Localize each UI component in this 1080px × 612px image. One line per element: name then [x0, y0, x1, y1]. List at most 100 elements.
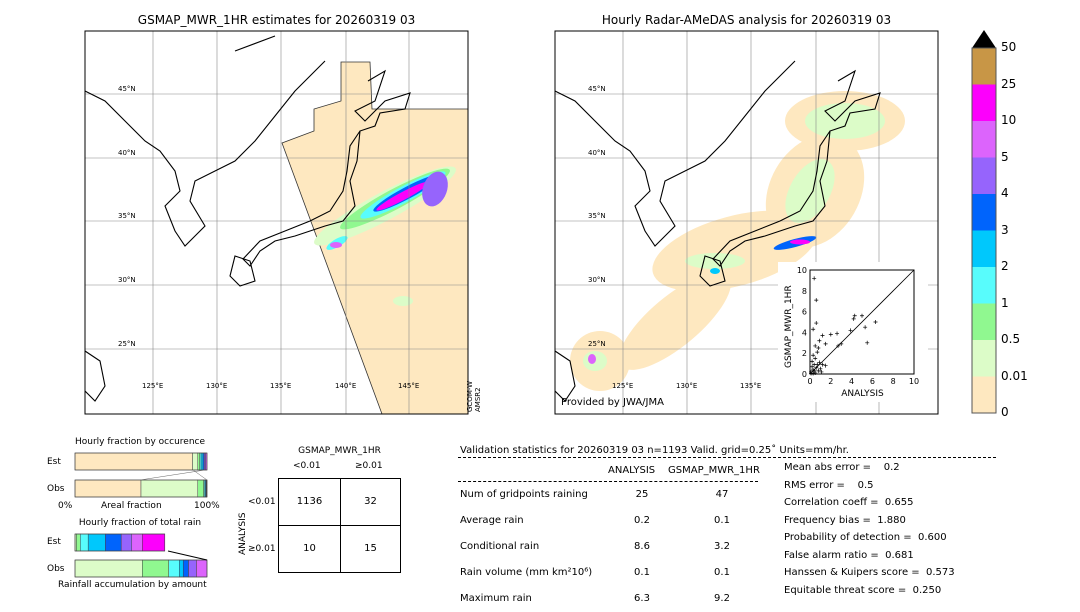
stat-gsmap-value: 9.2 — [714, 593, 730, 604]
stat-label: Rain volume (mm km²10⁶) — [460, 567, 593, 578]
lat-label: 35°N — [588, 212, 606, 220]
scatter-point — [852, 313, 857, 318]
scatter-ylabel: GSMAP_MWR_1HR — [784, 285, 794, 368]
scatter-point — [813, 370, 818, 375]
scatter-point — [816, 368, 821, 373]
bar-segment — [182, 559, 189, 578]
stat-gsmap-value: 47 — [715, 489, 729, 500]
lat-label: 35°N — [118, 212, 136, 220]
colorbar-extend-arrow — [972, 30, 996, 48]
connector-line — [167, 550, 208, 561]
scatter-point — [812, 368, 817, 373]
scatter-point — [817, 360, 822, 365]
bar-segment — [120, 533, 133, 552]
est-label: Est — [47, 457, 61, 467]
y-tick-label: 10 — [797, 266, 807, 275]
cell-false-alarms: 32 — [364, 496, 377, 507]
bar-segment — [188, 559, 197, 578]
bar-segment — [142, 559, 169, 578]
scatter-point — [812, 276, 817, 281]
scatter-point — [860, 313, 864, 318]
scatter-point — [839, 341, 844, 346]
scatter-point — [818, 366, 823, 371]
colorbar-segment — [972, 48, 996, 85]
bar-segment — [74, 479, 142, 498]
scatter-point — [816, 346, 821, 350]
colorbar-segment — [972, 84, 996, 121]
colorbar-tick-label: 4 — [1001, 186, 1009, 200]
y-tick-label: 4 — [802, 328, 807, 337]
scatter-point — [815, 350, 820, 355]
scatter-point — [865, 340, 870, 345]
scatter-point — [873, 320, 878, 324]
x-tick-label: 2 — [828, 377, 833, 386]
scatter-point — [820, 333, 825, 338]
scatter-point — [811, 371, 816, 376]
row-label: <0.01 — [248, 497, 276, 507]
x-tick-label: 10 — [909, 377, 919, 386]
scatter-point — [848, 328, 853, 333]
x-tick-label: 6 — [870, 377, 875, 386]
score-line: RMS error = 0.5 — [784, 479, 874, 491]
colorbar — [971, 30, 997, 414]
obs-label: Obs — [47, 564, 65, 574]
y-tick-label: 8 — [802, 287, 807, 296]
lon-label: 135°E — [740, 382, 762, 390]
cell-misses: 10 — [303, 543, 316, 554]
colorbar-tick-label: 25 — [1001, 76, 1017, 91]
lat-label: 30°N — [118, 276, 136, 284]
lat-label: 45°N — [588, 85, 606, 93]
col-label: <0.01 — [293, 461, 321, 471]
colorbar-tick-label: 3 — [1001, 222, 1009, 237]
colorbar-segment — [972, 157, 996, 194]
stat-label: Maximum rain — [460, 593, 532, 604]
y-tick-label: 6 — [802, 308, 807, 317]
scatter-point — [823, 363, 828, 368]
x-tick: 100% — [194, 501, 220, 511]
cell-hits-none: 1136 — [296, 496, 323, 507]
colorbar-segment — [972, 340, 996, 377]
bar-frame — [74, 533, 166, 552]
colorbar-tick-label: 0 — [1001, 405, 1009, 419]
occurrence-xlabel: Areal fraction — [101, 501, 162, 511]
bar-segment — [196, 559, 208, 578]
x-tick-label: 8 — [891, 377, 896, 386]
bar-segment — [140, 479, 199, 498]
scatter-point — [814, 321, 819, 326]
scatter-point — [814, 365, 819, 370]
bar-segment — [74, 452, 193, 471]
rain-band — [314, 166, 456, 306]
cell-hits: 15 — [364, 543, 377, 554]
score-line: Probability of detection = 0.600 — [784, 532, 947, 543]
score-line: Equitable threat score = 0.250 — [784, 584, 942, 596]
lon-label: 130°E — [676, 382, 698, 390]
bar-segment — [74, 559, 143, 578]
stat-label: Conditional rain — [460, 541, 540, 552]
bar-segment — [168, 559, 180, 578]
scatter-point — [813, 343, 818, 348]
colorbar-segment — [972, 194, 996, 231]
lat-label: 25°N — [118, 340, 136, 348]
x-tick-label: 4 — [849, 377, 854, 386]
graticule — [85, 31, 468, 414]
scatter-point — [819, 369, 824, 374]
colorbar-tick-label: 0.01 — [1001, 368, 1028, 383]
scatter-point — [828, 332, 833, 337]
stat-analysis-value: 0.1 — [634, 567, 650, 578]
scatter-point — [836, 343, 841, 348]
scatter-point — [811, 327, 816, 332]
divider — [458, 457, 996, 458]
bar-segment — [192, 452, 199, 471]
bar-segment — [131, 533, 143, 552]
stat-gsmap-value: 3.2 — [714, 541, 730, 552]
scatter-point — [815, 362, 820, 367]
colorbar-tick-label: 1 — [1001, 295, 1009, 310]
colorbar-segment — [972, 121, 996, 158]
stat-gsmap-value: 0.1 — [714, 515, 730, 526]
col-header: ANALYSIS — [608, 465, 656, 476]
colorbar-frame — [971, 47, 997, 414]
stat-analysis-value: 25 — [635, 489, 649, 500]
lon-label: 125°E — [612, 382, 634, 390]
colorbar-segment — [972, 230, 996, 267]
lat-label: 45°N — [118, 85, 136, 93]
